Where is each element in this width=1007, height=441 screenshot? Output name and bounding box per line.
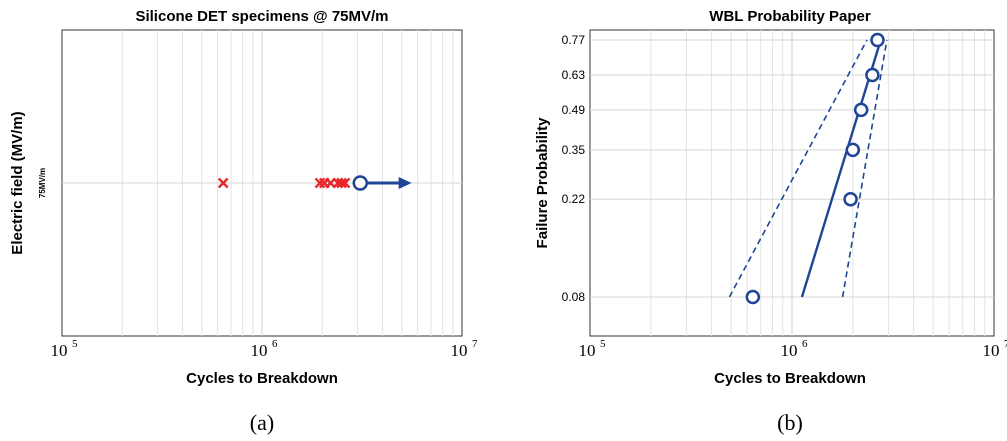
x-axis-label-b: Cycles to Breakdown [714, 370, 866, 387]
fit-line [800, 39, 882, 298]
y-axis-label-a: Electric field (MV/m) [9, 111, 26, 254]
data-point [853, 102, 869, 118]
confidence-bound-lower [728, 39, 868, 298]
panel-label-a: (a) [250, 410, 274, 435]
data-point [845, 142, 861, 158]
x-tick-label: 10 [251, 341, 268, 360]
x-tick-label: 10 [451, 341, 468, 360]
marks-a [217, 175, 412, 191]
runout-marker [352, 175, 369, 191]
chart-panel-b: WBL Probability Paper 10 5 10 6 10 7 0.08 0.22… [534, 8, 1007, 435]
marks-b [728, 32, 888, 305]
x-tick-exponent: 7 [472, 338, 478, 350]
x-ticks-a: 10 5 10 6 10 7 [51, 338, 479, 360]
chart-panel-a: Silicone DET specimens @ 75MV/m 10 5 10 6 10… [9, 8, 478, 435]
x-tick-exponent: 5 [600, 338, 606, 350]
x-tick-exponent: 6 [272, 338, 278, 350]
y-tick-label: 0.35 [562, 143, 586, 157]
failure-marker [339, 177, 351, 189]
panel-label-b: (b) [777, 410, 803, 435]
x-tick-label: 10 [579, 341, 596, 360]
chart-title-b: WBL Probability Paper [709, 8, 871, 25]
failure-marker [336, 177, 347, 189]
chart-title-a: Silicone DET specimens @ 75MV/m [135, 8, 388, 25]
y-tick-label: 0.77 [562, 33, 586, 47]
confidence-bound-upper [841, 39, 888, 298]
y-ticks-b: 0.08 0.22 0.35 0.49 0.63 0.77 [562, 33, 586, 304]
x-tick-label: 10 [781, 341, 798, 360]
data-point [843, 191, 858, 207]
x-axis-label-a: Cycles to Breakdown [186, 370, 338, 387]
x-tick-exponent: 7 [1004, 338, 1007, 350]
failure-marker-stroke [217, 177, 229, 189]
failure-marker [217, 177, 229, 189]
data-point [865, 67, 880, 83]
y-tick-label: 0.63 [562, 68, 586, 82]
x-tick-exponent: 5 [72, 338, 78, 350]
data-point [870, 32, 885, 48]
y-tick-label: 0.08 [562, 290, 586, 304]
data-point [745, 289, 761, 305]
y-tick-label-a: 75MV/m [38, 168, 47, 198]
failure-marker-stroke [339, 177, 351, 189]
runout-arrow-head [398, 177, 412, 189]
x-ticks-b: 10 5 10 6 10 7 [579, 338, 1007, 360]
failure-marker-stroke [336, 177, 347, 189]
grid-b [590, 30, 994, 336]
x-tick-label: 10 [51, 341, 68, 360]
y-tick-label: 0.49 [562, 103, 586, 117]
x-tick-exponent: 6 [802, 338, 808, 350]
x-tick-label: 10 [983, 341, 1000, 360]
y-axis-label-b: Failure Probability [534, 117, 551, 249]
y-tick-label: 0.22 [562, 192, 586, 206]
